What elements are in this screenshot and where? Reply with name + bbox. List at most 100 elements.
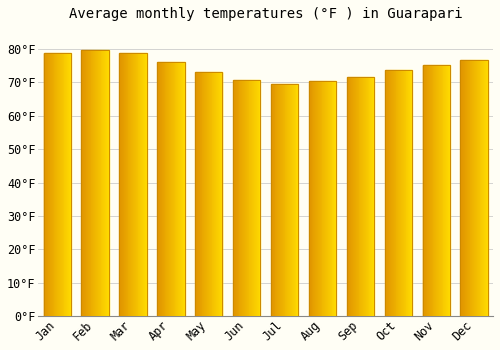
Bar	[366, 77, 367, 316]
Bar	[403, 70, 404, 316]
Bar	[358, 77, 360, 316]
Bar	[126, 53, 128, 316]
Bar	[356, 77, 357, 316]
Bar	[427, 65, 428, 316]
Bar	[105, 50, 106, 316]
Bar	[102, 50, 104, 316]
Bar	[322, 81, 324, 316]
Bar	[411, 70, 412, 316]
Bar	[242, 80, 243, 316]
Bar	[181, 62, 182, 316]
Bar	[362, 77, 363, 316]
Bar	[288, 84, 289, 316]
Bar	[246, 80, 248, 316]
Bar	[467, 61, 468, 316]
Bar	[252, 80, 253, 316]
Bar	[48, 53, 49, 316]
Bar	[466, 61, 467, 316]
Bar	[438, 65, 439, 316]
Bar	[218, 72, 219, 316]
Bar	[59, 53, 60, 316]
Bar	[406, 70, 408, 316]
Bar	[88, 50, 90, 316]
Bar	[235, 80, 236, 316]
Bar	[100, 50, 102, 316]
Bar	[254, 80, 255, 316]
Bar	[430, 65, 432, 316]
Bar	[309, 81, 336, 316]
Bar	[422, 65, 450, 316]
Bar	[49, 53, 50, 316]
Bar	[216, 72, 217, 316]
Bar	[475, 61, 476, 316]
Bar	[460, 61, 462, 316]
Bar	[128, 53, 130, 316]
Bar	[120, 53, 146, 316]
Bar	[125, 53, 126, 316]
Bar	[85, 50, 86, 316]
Bar	[46, 53, 47, 316]
Bar	[240, 80, 241, 316]
Bar	[204, 72, 205, 316]
Bar	[281, 84, 282, 316]
Bar	[332, 81, 334, 316]
Bar	[446, 65, 447, 316]
Bar	[434, 65, 436, 316]
Bar	[284, 84, 286, 316]
Bar	[215, 72, 216, 316]
Bar	[486, 61, 487, 316]
Bar	[97, 50, 98, 316]
Bar	[212, 72, 214, 316]
Bar	[200, 72, 202, 316]
Bar	[253, 80, 254, 316]
Bar	[360, 77, 362, 316]
Bar	[470, 61, 472, 316]
Bar	[172, 62, 174, 316]
Bar	[130, 53, 131, 316]
Bar	[47, 53, 48, 316]
Bar	[460, 61, 487, 316]
Bar	[335, 81, 336, 316]
Bar	[195, 72, 196, 316]
Bar	[309, 81, 310, 316]
Bar	[62, 53, 64, 316]
Bar	[485, 61, 486, 316]
Bar	[487, 61, 488, 316]
Bar	[56, 53, 57, 316]
Bar	[355, 77, 356, 316]
Bar	[472, 61, 473, 316]
Bar	[296, 84, 298, 316]
Bar	[161, 62, 162, 316]
Bar	[384, 70, 412, 316]
Bar	[121, 53, 122, 316]
Bar	[140, 53, 141, 316]
Bar	[104, 50, 105, 316]
Bar	[320, 81, 322, 316]
Bar	[138, 53, 140, 316]
Bar	[94, 50, 95, 316]
Bar	[273, 84, 274, 316]
Bar	[95, 50, 96, 316]
Bar	[208, 72, 209, 316]
Bar	[233, 80, 260, 316]
Bar	[271, 84, 298, 316]
Bar	[178, 62, 179, 316]
Bar	[280, 84, 281, 316]
Bar	[206, 72, 207, 316]
Bar	[199, 72, 200, 316]
Bar	[210, 72, 212, 316]
Bar	[250, 80, 251, 316]
Bar	[364, 77, 365, 316]
Bar	[410, 70, 411, 316]
Bar	[220, 72, 222, 316]
Bar	[214, 72, 215, 316]
Bar	[388, 70, 389, 316]
Bar	[312, 81, 314, 316]
Bar	[448, 65, 449, 316]
Bar	[484, 61, 485, 316]
Bar	[207, 72, 208, 316]
Bar	[251, 80, 252, 316]
Bar	[70, 53, 71, 316]
Bar	[166, 62, 167, 316]
Bar	[180, 62, 181, 316]
